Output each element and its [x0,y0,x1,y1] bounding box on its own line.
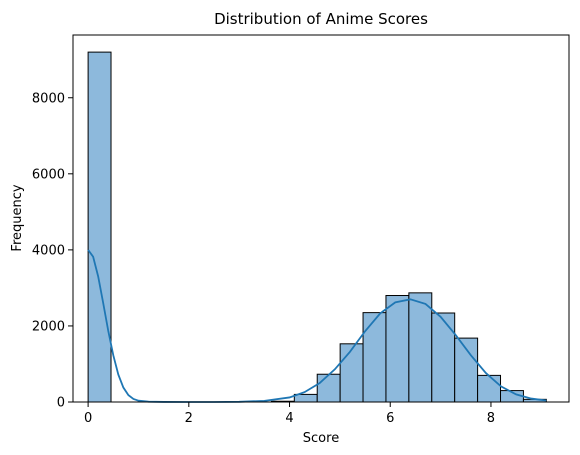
x-ticks-layer: 0 2 4 6 8 [84,402,495,426]
bars-layer [87,51,547,403]
y-tick-label: 8000 [32,91,65,106]
x-tick-label: 6 [386,411,394,426]
plot-background [73,35,569,402]
y-axis-label: Frequency [10,184,25,251]
y-tick-label: 0 [57,396,65,411]
histogram-bar [362,312,387,403]
y-ticks-layer: 0 2000 4000 6000 8000 [32,91,73,411]
x-tick-label: 2 [185,411,193,426]
histogram-bar [385,295,410,403]
histogram-bar [431,312,456,403]
x-tick-label: 0 [84,411,92,426]
x-axis-label: Score [303,431,339,446]
chart-title: Distribution of Anime Scores [214,10,428,28]
plot-frame [72,34,570,403]
histogram-bar [339,343,364,403]
histogram-bar [293,393,318,403]
x-tick-label: 4 [285,411,293,426]
histogram-bar [316,373,341,403]
histogram-bar [408,292,433,403]
y-tick-label: 6000 [32,167,65,182]
histogram-bar [87,51,112,403]
histogram-bar [477,374,502,403]
y-tick-label: 2000 [32,319,65,334]
y-tick-label: 4000 [32,243,65,258]
kde-line [87,249,547,403]
x-tick-label: 8 [487,411,495,426]
